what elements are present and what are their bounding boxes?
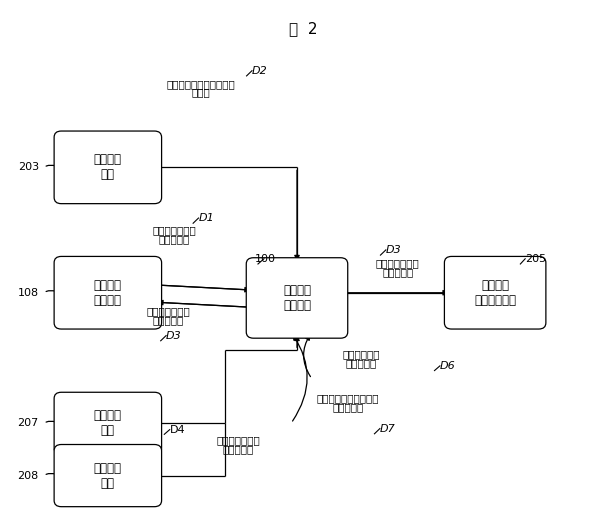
Text: D3: D3 — [386, 245, 402, 255]
Text: 100: 100 — [255, 254, 276, 264]
FancyBboxPatch shape — [444, 257, 546, 329]
Text: 気象予測
機関: 気象予測 機関 — [94, 461, 122, 489]
FancyBboxPatch shape — [54, 445, 162, 507]
Text: 電力系統
運用機関: 電力系統 運用機関 — [94, 279, 122, 307]
Text: 投入エネルギー: 投入エネルギー — [216, 436, 260, 446]
FancyBboxPatch shape — [54, 392, 162, 455]
Text: D4: D4 — [170, 425, 185, 435]
FancyBboxPatch shape — [54, 131, 162, 204]
Text: 発電設備予備力: 発電設備予備力 — [147, 306, 190, 316]
Text: 計画データ: 計画データ — [153, 315, 184, 325]
Text: 発電設備
コントローラ: 発電設備 コントローラ — [474, 279, 516, 307]
Text: D2: D2 — [252, 65, 268, 76]
Text: D7: D7 — [380, 423, 396, 433]
Text: 108: 108 — [18, 288, 39, 298]
Text: D1: D1 — [199, 213, 215, 223]
Text: 208: 208 — [18, 470, 39, 480]
Text: 予測データ: 予測データ — [222, 445, 254, 455]
Text: 205: 205 — [525, 254, 546, 264]
Text: 発電設備
運用装置: 発電設備 運用装置 — [283, 284, 311, 312]
Text: 電力取引
市場: 電力取引 市場 — [94, 153, 122, 181]
FancyBboxPatch shape — [54, 257, 162, 329]
Text: データ: データ — [191, 88, 210, 98]
Text: 予備力インセンティブ: 予備力インセンティブ — [317, 393, 379, 403]
Text: 図  2: 図 2 — [288, 21, 318, 36]
Text: 燃料調達
機関: 燃料調達 機関 — [94, 409, 122, 437]
Text: 発電設備予備力: 発電設備予備力 — [376, 258, 420, 268]
Text: 203: 203 — [18, 162, 39, 172]
Text: 電力系統予備力: 電力系統予備力 — [153, 225, 196, 235]
Text: インセンティブ価値単価: インセンティブ価値単価 — [167, 79, 235, 89]
Text: 207: 207 — [18, 418, 39, 428]
Text: 価値データ: 価値データ — [333, 402, 364, 412]
Text: D3: D3 — [166, 331, 182, 341]
Text: 価値データ: 価値データ — [345, 358, 377, 367]
Text: 計画データ: 計画データ — [382, 267, 413, 277]
FancyBboxPatch shape — [246, 258, 348, 338]
Text: 計画データ: 計画データ — [159, 234, 190, 244]
Text: 発電機会損失: 発電機会損失 — [342, 349, 380, 359]
Text: D6: D6 — [440, 361, 456, 371]
